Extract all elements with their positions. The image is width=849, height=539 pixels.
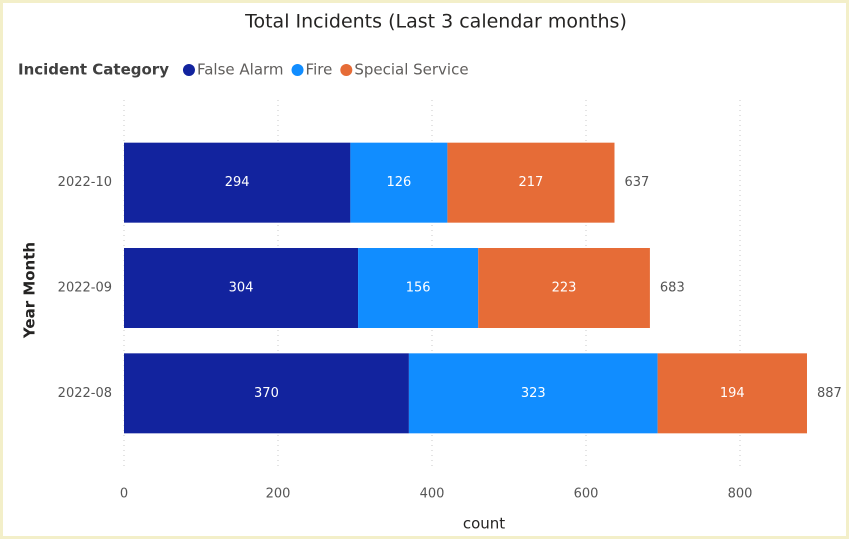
- x-tick-label: 400: [420, 487, 445, 502]
- bar: [350, 142, 448, 223]
- legend-marker: [291, 64, 304, 76]
- legend-label: Special Service: [354, 61, 468, 79]
- data-label: 217: [519, 175, 544, 190]
- legend-label: False Alarm: [197, 61, 284, 79]
- x-tick-label: 600: [574, 487, 599, 502]
- data-label: 294: [225, 175, 250, 190]
- y-axis-label: Year Month: [21, 242, 39, 339]
- data-label: 126: [386, 175, 411, 190]
- data-label: 304: [229, 281, 254, 296]
- legend-marker: [340, 64, 353, 76]
- bar: [124, 142, 351, 223]
- data-label: 223: [552, 281, 577, 296]
- bar: [408, 353, 658, 434]
- total-label: 637: [624, 175, 649, 190]
- legend-label: Fire: [306, 61, 333, 79]
- bar: [124, 353, 409, 434]
- x-tick-label: 200: [266, 487, 291, 502]
- chart-title: Total Incidents (Last 3 calendar months): [244, 11, 627, 33]
- bar: [358, 248, 479, 328]
- bar: [124, 248, 359, 328]
- y-tick-label: 2022-08: [58, 386, 112, 401]
- bar: [657, 353, 807, 434]
- data-label: 156: [406, 281, 431, 296]
- x-tick-label: 800: [728, 487, 753, 502]
- bar: [447, 142, 615, 223]
- legend-title: Incident Category: [18, 61, 169, 79]
- x-axis-label: count: [463, 515, 505, 533]
- data-label: 194: [720, 386, 745, 401]
- data-label: 370: [254, 386, 279, 401]
- total-label: 683: [660, 281, 685, 296]
- data-label: 323: [521, 386, 546, 401]
- total-label: 887: [817, 386, 842, 401]
- y-tick-label: 2022-09: [58, 281, 112, 296]
- bar: [478, 248, 650, 328]
- x-tick-label: 0: [120, 487, 128, 502]
- legend-marker: [182, 64, 195, 76]
- y-tick-label: 2022-10: [58, 175, 112, 190]
